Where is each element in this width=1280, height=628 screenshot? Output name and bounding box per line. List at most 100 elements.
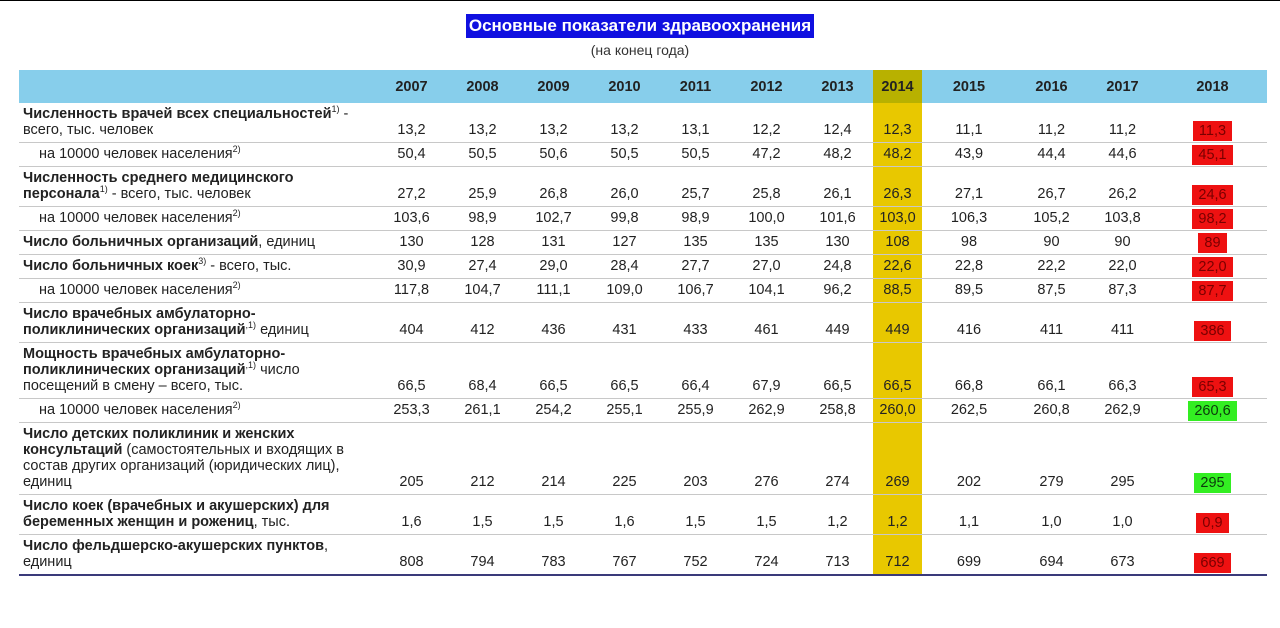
value-cell-2011: 106,7	[660, 278, 731, 303]
value-cell-2011: 25,7	[660, 166, 731, 207]
value-cell-2018: 98,2	[1158, 206, 1267, 231]
trend-badge-green: 295	[1194, 473, 1231, 493]
footnote-ref: 2)	[232, 280, 241, 291]
value-cell-2016: 279	[1016, 422, 1087, 495]
value-cell-2017: 411	[1087, 302, 1158, 343]
value-cell-2017: 26,2	[1087, 166, 1158, 207]
top-border-line	[0, 0, 1280, 1]
value-cell-2014: 260,0	[873, 398, 922, 423]
row-label-text: единиц	[256, 322, 309, 338]
header-label-cell	[19, 70, 376, 103]
row-label-bold: Число фельдшерско-акушерских пунктов	[23, 538, 325, 554]
value-cell-2015: 27,1	[922, 166, 1016, 207]
value-cell-2013: 258,8	[802, 398, 873, 423]
row-label-bold: Число врачебных амбулаторно-поликлиничес…	[23, 306, 256, 338]
row-label-text: - всего, тыс.	[206, 258, 292, 274]
trend-badge-red: 669	[1194, 553, 1231, 573]
footnote-ref: ,1)	[245, 360, 257, 371]
value-cell-2007: 130	[376, 230, 447, 255]
row-label-bold: Численность среднего медицинского персон…	[23, 170, 294, 202]
value-cell-2010: 767	[589, 534, 660, 576]
health-indicators-table: 2007 2008 2009 2010 2011 2012 2013 2014 2015 2016…	[19, 70, 1267, 576]
trend-badge-red: 22,0	[1192, 257, 1233, 277]
year-header-2008: 2008	[466, 78, 499, 95]
table-row: на 10000 человек населения2) 103,6 98,9 102…	[19, 206, 1267, 231]
value-cell-2011: 66,4	[660, 342, 731, 399]
value-cell-2013: 713	[802, 534, 873, 576]
value-cell-2009: 111,1	[518, 278, 589, 303]
value-cell-2010: 13,2	[589, 103, 660, 143]
value-cell-2013: 12,4	[802, 103, 873, 143]
trend-badge-red: 11,3	[1192, 121, 1233, 141]
value-cell-2010: 225	[589, 422, 660, 495]
value-cell-2017: 44,6	[1087, 142, 1158, 167]
value-cell-2009: 131	[518, 230, 589, 255]
value-cell-2013: 66,5	[802, 342, 873, 399]
value-cell-2008: 25,9	[447, 166, 518, 207]
value-cell-2012: 724	[731, 534, 802, 576]
value-cell-2014: 66,5	[873, 342, 922, 399]
value-cell-2008: 1,5	[447, 494, 518, 535]
table-row: Число больничных организаций, единиц 130 1…	[19, 230, 1267, 255]
value-cell-2015: 1,1	[922, 494, 1016, 535]
row-label: Число коек (врачебных и акушерских) для …	[19, 494, 376, 535]
year-header-2016: 2016	[1035, 78, 1068, 95]
value-cell-2016: 66,1	[1016, 342, 1087, 399]
year-header-2017: 2017	[1106, 78, 1139, 95]
table-row: на 10000 человек населения2) 117,8 104,7 11…	[19, 278, 1267, 303]
value-cell-2015: 11,1	[922, 103, 1016, 143]
value-cell-2016: 11,2	[1016, 103, 1087, 143]
value-cell-2011: 50,5	[660, 142, 731, 167]
value-cell-2016: 105,2	[1016, 206, 1087, 231]
year-header-2018: 2018	[1196, 78, 1229, 95]
value-cell-2011: 27,7	[660, 254, 731, 279]
value-cell-2017: 22,0	[1087, 254, 1158, 279]
value-cell-2008: 128	[447, 230, 518, 255]
value-cell-2009: 29,0	[518, 254, 589, 279]
value-cell-2007: 27,2	[376, 166, 447, 207]
page-title: Основные показатели здравоохранения	[465, 14, 815, 38]
row-label-text: на 10000 человек населения	[39, 146, 233, 162]
value-cell-2008: 13,2	[447, 103, 518, 143]
value-cell-2013: 96,2	[802, 278, 873, 303]
value-cell-2013: 449	[802, 302, 873, 343]
value-cell-2012: 100,0	[731, 206, 802, 231]
value-cell-2013: 24,8	[802, 254, 873, 279]
value-cell-2015: 66,8	[922, 342, 1016, 399]
table-row: Число больничных коек3) - всего, тыс. 30,…	[19, 254, 1267, 279]
row-label-bold: Число больничных коек	[23, 258, 199, 274]
value-cell-2010: 26,0	[589, 166, 660, 207]
value-cell-2017: 103,8	[1087, 206, 1158, 231]
value-cell-2014: 22,6	[873, 254, 922, 279]
value-cell-2010: 99,8	[589, 206, 660, 231]
row-label: на 10000 человек населения2)	[19, 398, 376, 423]
value-cell-2016: 90	[1016, 230, 1087, 255]
value-cell-2016: 44,4	[1016, 142, 1087, 167]
value-cell-2014: 712	[873, 534, 922, 576]
value-cell-2012: 27,0	[731, 254, 802, 279]
value-cell-2016: 260,8	[1016, 398, 1087, 423]
table-row: на 10000 человек населения2) 50,4 50,5 50,6…	[19, 142, 1267, 167]
footnote-ref: 2)	[232, 208, 241, 219]
value-cell-2009: 102,7	[518, 206, 589, 231]
table-body: Численность врачей всех специальностей1)…	[19, 103, 1267, 576]
value-cell-2017: 673	[1087, 534, 1158, 576]
value-cell-2015: 262,5	[922, 398, 1016, 423]
value-cell-2012: 135	[731, 230, 802, 255]
footnote-ref: 2)	[232, 144, 241, 155]
value-cell-2016: 411	[1016, 302, 1087, 343]
value-cell-2014: 1,2	[873, 494, 922, 535]
title-container: Основные показатели здравоохранения	[0, 14, 1280, 38]
value-cell-2009: 13,2	[518, 103, 589, 143]
value-cell-2009: 214	[518, 422, 589, 495]
value-cell-2009: 783	[518, 534, 589, 576]
value-cell-2007: 808	[376, 534, 447, 576]
row-label: Число врачебных амбулаторно-поликлиничес…	[19, 302, 376, 343]
value-cell-2018: 669	[1158, 534, 1267, 576]
value-cell-2018: 295	[1158, 422, 1267, 495]
trend-badge-red: 386	[1194, 321, 1231, 341]
value-cell-2015: 416	[922, 302, 1016, 343]
value-cell-2017: 295	[1087, 422, 1158, 495]
row-label-text: , тыс.	[253, 514, 290, 530]
value-cell-2011: 98,9	[660, 206, 731, 231]
